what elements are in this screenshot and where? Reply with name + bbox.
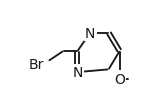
Text: O: O <box>114 72 125 86</box>
Text: N: N <box>85 26 95 40</box>
Text: N: N <box>72 66 83 79</box>
Text: Br: Br <box>29 57 44 71</box>
